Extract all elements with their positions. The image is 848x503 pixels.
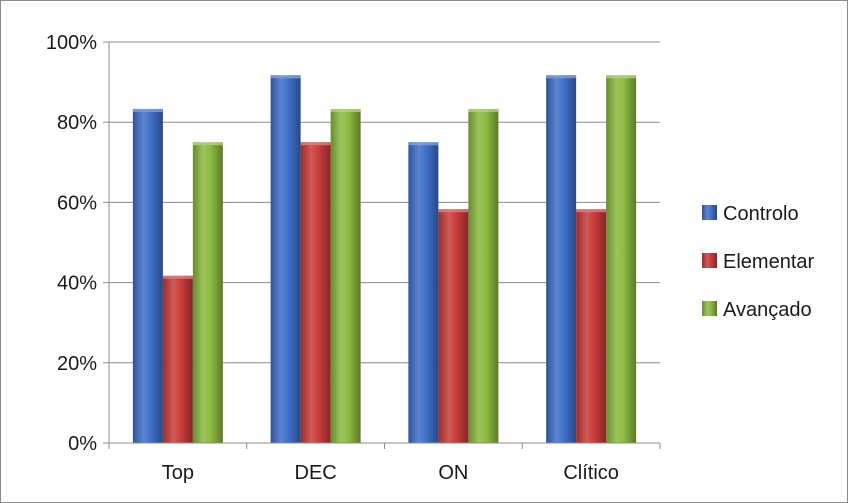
bar-top-highlight	[576, 209, 607, 213]
bars	[132, 75, 637, 444]
bar-top-highlight	[162, 275, 193, 279]
bar-on-controlo	[408, 142, 439, 443]
bar-clítico-elementar	[576, 209, 607, 443]
bar-top-controlo	[132, 108, 163, 443]
bar-top-highlight	[408, 142, 439, 146]
bar-top-highlight	[192, 142, 223, 146]
bar-top-highlight	[468, 108, 499, 112]
y-tick-label: 40%	[57, 273, 97, 295]
bar-clítico-controlo	[546, 75, 577, 444]
y-tick-label: 0%	[68, 433, 97, 455]
y-tick-label: 60%	[57, 192, 97, 214]
x-tick-label: DEC	[295, 462, 337, 484]
legend-swatch-controlo	[702, 205, 717, 220]
legend-swatch-avançado	[702, 301, 717, 316]
bar-dec-elementar	[300, 142, 331, 443]
legend-label-elementar: Elementar	[723, 251, 814, 273]
y-tick-label: 80%	[57, 112, 97, 134]
y-tick-label: 20%	[57, 353, 97, 375]
bar-clítico-avançado	[606, 75, 637, 444]
bar-dec-avançado	[330, 108, 361, 443]
y-tick-label: 100%	[46, 32, 97, 54]
bar-top-highlight	[330, 108, 361, 112]
bar-on-avançado	[468, 108, 499, 443]
x-tick-label: ON	[438, 462, 468, 484]
bar-on-elementar	[438, 209, 469, 443]
legend-label-controlo: Controlo	[723, 203, 799, 225]
bar-top-highlight	[132, 108, 163, 112]
x-tick-label: Clítico	[563, 462, 619, 484]
bar-top-elementar	[162, 275, 193, 443]
bar-dec-controlo	[270, 75, 301, 444]
legend-label-avançado: Avançado	[723, 299, 812, 321]
legend: Controlo Elementar Avançado	[702, 203, 814, 321]
x-tick-label: Top	[162, 462, 194, 484]
bar-top-highlight	[300, 142, 331, 146]
bar-top-highlight	[546, 75, 577, 79]
bar-top-avançado	[192, 142, 223, 443]
legend-swatch-elementar	[702, 253, 717, 268]
bar-top-highlight	[270, 75, 301, 79]
axes: 0% 20% 40% 60% 80% 100% Top DEC ON Clítico	[46, 32, 661, 484]
bar-top-highlight	[438, 209, 469, 213]
bar-top-highlight	[606, 75, 637, 79]
